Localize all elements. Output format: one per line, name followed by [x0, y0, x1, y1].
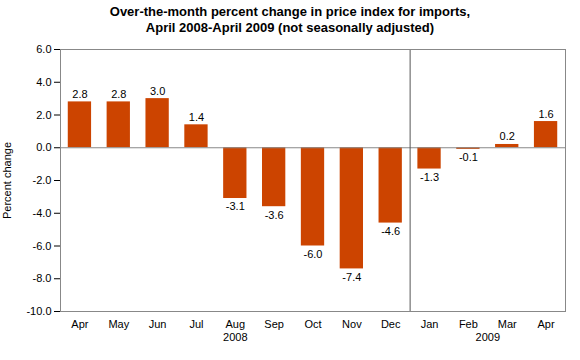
svg-text:-0.1: -0.1 [459, 151, 478, 163]
svg-text:2.0: 2.0 [36, 108, 51, 120]
svg-text:Oct: Oct [304, 318, 321, 330]
svg-text:2.8: 2.8 [72, 87, 87, 99]
svg-text:-6.0: -6.0 [304, 247, 323, 259]
svg-text:-4.0: -4.0 [33, 206, 52, 218]
svg-text:Aug: Aug [226, 318, 246, 330]
svg-text:-7.4: -7.4 [342, 270, 361, 282]
svg-text:-3.1: -3.1 [226, 200, 245, 212]
svg-text:-6.0: -6.0 [33, 239, 52, 251]
svg-text:2008: 2008 [223, 331, 247, 343]
svg-text:4.0: 4.0 [36, 75, 51, 87]
svg-text:Sep: Sep [264, 318, 284, 330]
svg-text:0.0: 0.0 [36, 141, 51, 153]
svg-text:1.6: 1.6 [538, 107, 553, 119]
svg-text:Nov: Nov [342, 318, 362, 330]
svg-text:Feb: Feb [459, 318, 478, 330]
svg-text:-8.0: -8.0 [33, 272, 52, 284]
svg-text:0.2: 0.2 [500, 130, 515, 142]
svg-text:Jul: Jul [189, 318, 203, 330]
svg-text:Jun: Jun [149, 318, 167, 330]
svg-text:May: May [108, 318, 129, 330]
svg-text:-10.0: -10.0 [26, 305, 51, 317]
svg-text:Percent change: Percent change [1, 141, 13, 218]
svg-text:Dec: Dec [381, 318, 401, 330]
svg-text:-2.0: -2.0 [33, 174, 52, 186]
svg-text:1.4: 1.4 [189, 110, 204, 122]
html-text:Over-the-month percent change: Over-the-month percent change in price i… [109, 4, 471, 36]
svg-text:-4.6: -4.6 [381, 224, 400, 236]
svg-text:Apr: Apr [538, 318, 555, 330]
svg-text:2.8: 2.8 [111, 87, 126, 99]
svg-text:6.0: 6.0 [36, 43, 51, 55]
svg-text:2009: 2009 [476, 331, 500, 343]
svg-text:-1.3: -1.3 [420, 170, 439, 182]
svg-text:Jan: Jan [421, 318, 439, 330]
svg-text:Mar: Mar [498, 318, 517, 330]
svg-text:3.0: 3.0 [150, 84, 165, 96]
svg-text:Apr: Apr [71, 318, 88, 330]
svg-text:-3.6: -3.6 [265, 208, 284, 220]
